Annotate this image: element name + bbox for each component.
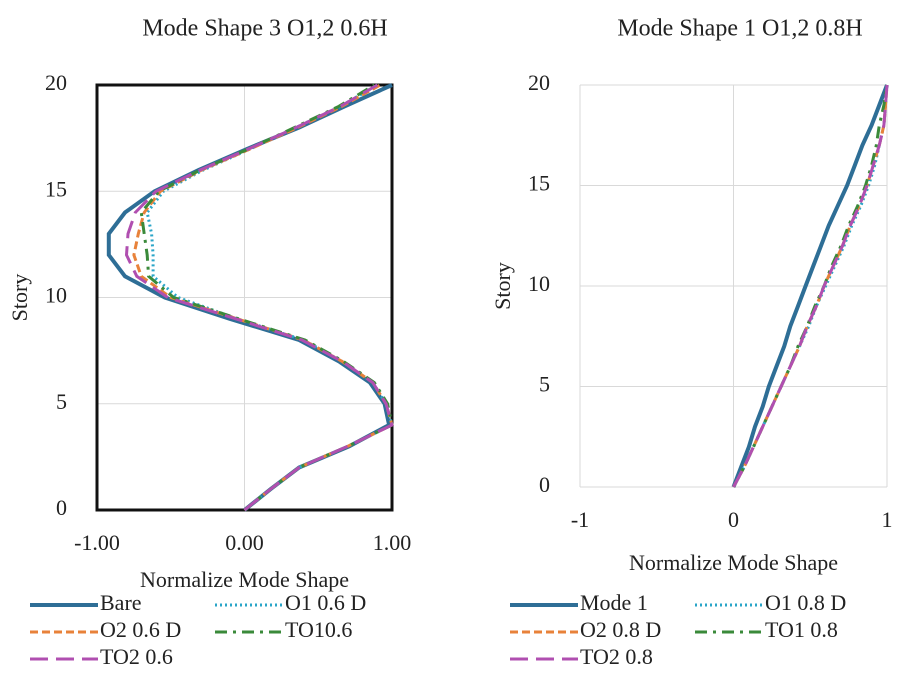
series-line [732, 84, 889, 488]
legend-label: TO1 0.8 [765, 617, 838, 642]
chart-title: Mode Shape 1 O1,2 0.8H [617, 16, 862, 42]
x-axis-label: Normalize Mode Shape [629, 550, 838, 575]
series-line [731, 84, 889, 488]
y-tick-label: 20 [528, 70, 550, 95]
y-tick-label: 10 [45, 283, 67, 308]
y-tick-label: 5 [539, 372, 550, 397]
x-tick-label: 1.00 [373, 530, 412, 555]
legend-label: TO10.6 [285, 617, 352, 642]
y-tick-label: 15 [45, 176, 67, 201]
series-line [124, 83, 394, 512]
legend-label: Mode 1 [580, 590, 648, 615]
legend-label: O1 0.6 D [285, 590, 366, 615]
legend-label: Bare [100, 590, 142, 615]
legend-label: O2 0.6 D [100, 617, 181, 642]
x-axis-label: Normalize Mode Shape [140, 567, 349, 592]
y-tick-label: 0 [56, 495, 67, 520]
legend-label: O1 0.8 D [765, 590, 846, 615]
x-tick-label: -1 [571, 507, 589, 532]
x-tick-label: 1 [882, 507, 893, 532]
y-tick-label: 5 [56, 389, 67, 414]
y-axis-label: Story [490, 262, 515, 310]
y-axis-label: Story [7, 274, 32, 322]
legend-label: TO2 0.8 [580, 644, 653, 669]
x-tick-label: 0 [728, 507, 739, 532]
y-tick-label: 10 [528, 271, 550, 296]
x-tick-label: -1.00 [74, 530, 120, 555]
y-tick-label: 20 [45, 70, 67, 95]
chart-title: Mode Shape 3 O1,2 0.6H [142, 16, 387, 42]
legend-label: TO2 0.6 [100, 644, 173, 669]
y-tick-label: 15 [528, 171, 550, 196]
legend-label: O2 0.8 D [580, 617, 661, 642]
x-tick-label: 0.00 [225, 530, 264, 555]
y-tick-label: 0 [539, 472, 550, 497]
